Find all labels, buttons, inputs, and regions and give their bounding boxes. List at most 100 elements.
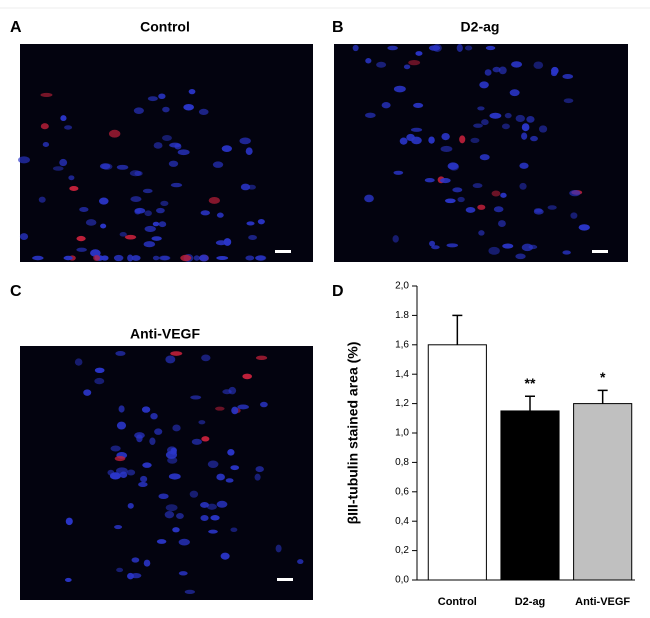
nucleus: [365, 58, 372, 64]
nucleus: [275, 544, 282, 553]
nucleus: [60, 115, 67, 122]
nucleus: [447, 162, 459, 170]
nucleus: [222, 389, 232, 395]
bar: [573, 403, 633, 581]
nucleus: [83, 389, 92, 396]
nucleus: [376, 61, 387, 68]
nucleus: [504, 112, 512, 119]
nucleus: [456, 44, 463, 52]
nucleus: [424, 177, 435, 183]
nucleus: [526, 115, 535, 123]
nucleus: [116, 567, 124, 573]
nucleus: [178, 538, 190, 546]
nucleus: [439, 178, 451, 184]
nucleus: [220, 552, 230, 560]
nucleus: [152, 221, 160, 227]
nucleus: [479, 81, 489, 89]
nucleus: [521, 123, 530, 132]
nucleus: [459, 135, 466, 144]
nucleus: [59, 158, 68, 167]
nucleus: [127, 254, 134, 262]
nucleus: [216, 500, 228, 508]
nucleus: [154, 428, 163, 435]
y-tick-label: 1,0: [395, 428, 409, 439]
nucleus: [113, 254, 124, 262]
nucleus: [162, 106, 170, 113]
y-tick-label: 1,4: [395, 369, 409, 380]
nucleus: [130, 196, 142, 202]
nucleus: [403, 64, 411, 70]
nucleus: [431, 245, 440, 250]
nucleus: [488, 246, 500, 255]
nucleus: [440, 145, 453, 152]
nucleus: [578, 224, 590, 231]
nucleus: [63, 255, 73, 261]
nucleus: [200, 501, 209, 508]
x-tick-label: Anti-VEGF: [575, 596, 630, 608]
scale-bar: [592, 250, 608, 253]
nucleus: [52, 166, 64, 171]
nucleus: [493, 206, 504, 213]
nucleus: [231, 406, 239, 415]
nucleus: [201, 436, 210, 442]
nucleus: [134, 207, 146, 214]
nucleus: [156, 207, 165, 214]
nucleus: [515, 114, 525, 123]
nucleus: [184, 589, 195, 595]
nucleus: [491, 190, 501, 197]
y-tick-label: 1.8: [395, 310, 409, 321]
scale-bar: [275, 250, 291, 253]
nucleus: [413, 102, 424, 108]
nucleus: [260, 401, 268, 408]
nucleus: [158, 493, 169, 500]
nucleus: [38, 196, 46, 203]
nucleus: [239, 137, 251, 145]
nucleus: [477, 106, 485, 111]
nucleus: [550, 70, 558, 77]
nucleus: [151, 236, 162, 241]
nucleus: [478, 230, 485, 236]
nucleus: [519, 162, 529, 169]
y-tick-label: 0,4: [395, 516, 409, 527]
nucleus: [509, 89, 520, 97]
nucleus: [198, 108, 209, 115]
nucleus: [93, 254, 101, 262]
nucleus: [160, 200, 169, 206]
nucleus: [210, 515, 220, 521]
nucleus: [472, 183, 483, 189]
nucleus: [109, 472, 121, 480]
nucleus: [562, 250, 571, 255]
nucleus: [446, 243, 459, 248]
nucleus: [176, 512, 184, 519]
nucleus: [408, 59, 421, 66]
nucleus: [245, 255, 255, 261]
nucleus: [42, 141, 50, 147]
nucleus: [481, 119, 489, 126]
nucleus: [108, 129, 121, 138]
nucleus: [410, 127, 423, 132]
nucleus: [515, 253, 526, 260]
nucleus: [216, 212, 224, 218]
nucleus: [230, 465, 240, 471]
nucleus: [452, 187, 463, 193]
nucleus: [392, 235, 399, 243]
nucleus: [207, 460, 219, 468]
nucleus: [538, 125, 548, 133]
nucleus: [415, 51, 423, 56]
nucleus: [444, 198, 456, 204]
nucleus: [100, 223, 107, 229]
significance: **: [525, 375, 536, 391]
panel-title: Control: [140, 19, 190, 35]
nucleus: [191, 438, 202, 445]
nucleus: [133, 107, 144, 114]
micrograph-b: [334, 44, 628, 262]
bar: [427, 344, 487, 581]
nucleus: [534, 208, 543, 213]
nucleus: [76, 235, 86, 242]
nucleus: [147, 96, 158, 102]
nucleus: [501, 123, 510, 130]
nucleus: [174, 143, 182, 150]
nucleus: [254, 473, 261, 481]
micrograph-c: [20, 346, 313, 600]
